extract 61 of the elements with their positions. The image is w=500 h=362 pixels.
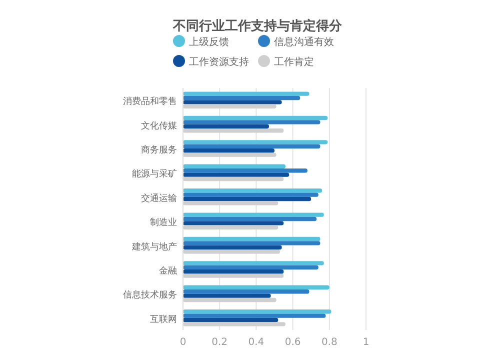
y-tick-label: 互联网: [150, 314, 177, 325]
bar: [183, 96, 300, 100]
bar: [183, 298, 276, 302]
bar: [183, 216, 317, 222]
bar: [183, 314, 326, 318]
bar: [183, 140, 328, 144]
bar: [183, 188, 322, 193]
y-tick-label: 制造业: [150, 217, 177, 228]
chart-title: 不同行业工作支持与肯定得分: [172, 18, 343, 34]
bar: [183, 201, 278, 206]
y-tick-label: 商务服务: [141, 144, 177, 156]
bar: [183, 192, 318, 197]
x-tick-label: 1: [362, 337, 370, 348]
bar: [183, 100, 282, 104]
bar: [183, 148, 274, 153]
bar: [183, 168, 308, 173]
bar: [183, 196, 312, 202]
bar: [183, 176, 284, 182]
bar: [183, 310, 332, 314]
x-tick-label: 0: [180, 337, 186, 348]
legend-label: 工作资源支持: [189, 56, 249, 68]
x-tick-label: 0.4: [248, 337, 264, 348]
y-tick-label: 交通运输: [141, 192, 177, 204]
legend-label: 上级反馈: [189, 36, 229, 48]
bar: [183, 241, 320, 246]
bar: [183, 261, 324, 266]
y-tick-label: 信息技术服务: [123, 290, 177, 301]
bar: [183, 128, 284, 133]
y-tick-label: 金融: [159, 266, 177, 276]
bar: [183, 120, 320, 124]
bar: [183, 116, 328, 120]
bar: [183, 164, 286, 168]
bar: [183, 221, 284, 226]
legend-label: 信息沟通有效: [274, 36, 334, 48]
bar: [183, 274, 284, 278]
bar: [183, 318, 278, 322]
bar: [183, 294, 271, 298]
bar: [183, 245, 282, 250]
bar: [183, 212, 324, 217]
y-tick-label: 能源与采矿: [132, 168, 177, 180]
bar: [183, 290, 310, 294]
bar: [183, 250, 280, 254]
bar: [183, 104, 276, 108]
bar: [183, 172, 290, 177]
bar: [183, 124, 270, 128]
x-tick-label: 0.6: [284, 337, 301, 348]
y-tick-label: 建筑与地产: [131, 241, 177, 252]
x-tick-label: 0.8: [321, 337, 338, 348]
bar: [183, 265, 318, 270]
bar: [183, 225, 278, 230]
bar: [183, 152, 276, 157]
legend-label: 工作肯定: [274, 56, 314, 68]
bar: [183, 144, 320, 148]
x-tick-label: 0.2: [212, 337, 228, 348]
y-tick-label: 文化传媒: [141, 120, 177, 132]
bar: [183, 236, 320, 242]
bar: [183, 92, 310, 96]
bar: [183, 322, 286, 326]
bar: [183, 270, 284, 274]
y-tick-label: 消费品和零售: [123, 96, 177, 108]
bar: [183, 285, 330, 290]
